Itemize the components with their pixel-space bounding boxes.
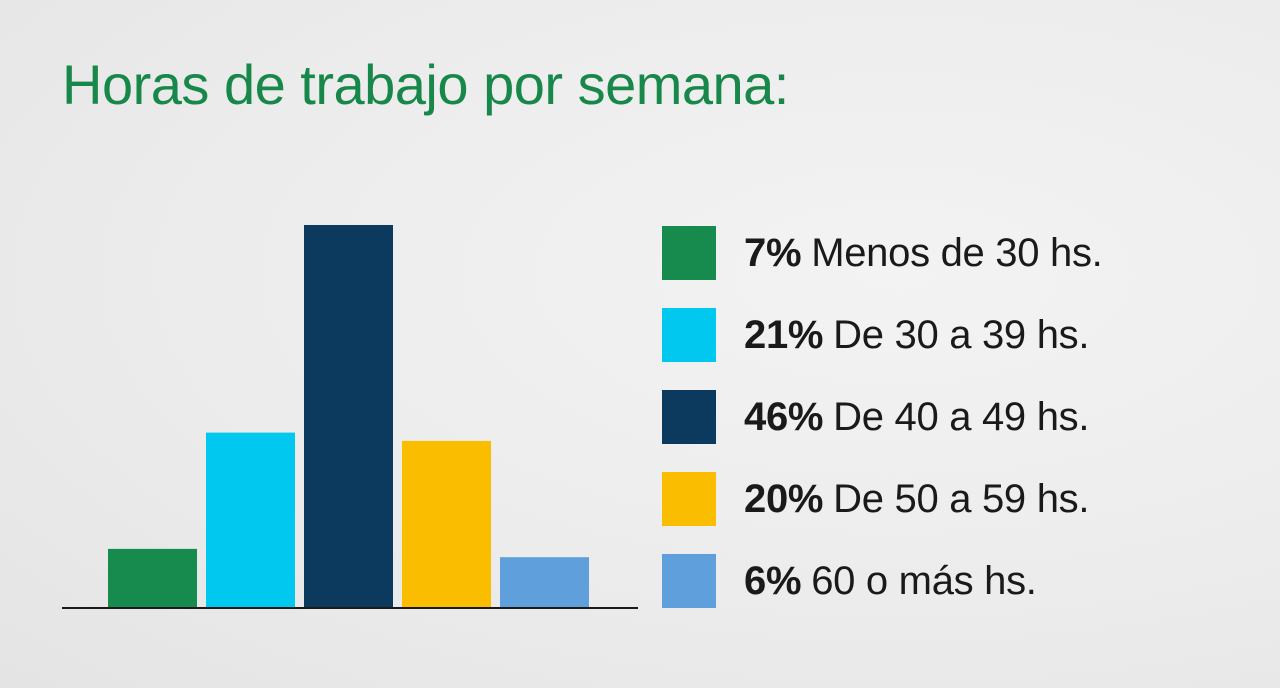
legend-category: De 30 a 39 hs. <box>833 312 1090 357</box>
legend-label: 20% De 50 a 59 hs. <box>744 477 1089 522</box>
legend-category: Menos de 30 hs. <box>811 230 1103 275</box>
legend-category: De 40 a 49 hs. <box>833 394 1090 439</box>
legend-item: 6% 60 o más hs. <box>662 554 1102 608</box>
legend-percentage: 6% <box>744 558 802 603</box>
legend-label: 46% De 40 a 49 hs. <box>744 395 1089 440</box>
legend-swatch <box>662 390 716 444</box>
legend-item: 21% De 30 a 39 hs. <box>662 308 1102 362</box>
bar-1 <box>108 548 197 607</box>
legend-swatch <box>662 226 716 280</box>
legend-label: 6% 60 o más hs. <box>744 559 1037 604</box>
legend-percentage: 7% <box>744 230 802 275</box>
legend-item: 7% Menos de 30 hs. <box>662 226 1103 280</box>
legend-swatch <box>662 308 716 362</box>
legend-label: 7% Menos de 30 hs. <box>744 230 1103 276</box>
legend-swatch <box>662 472 716 526</box>
chart-title: Horas de trabajo por semana: <box>62 53 789 116</box>
legend-percentage: 21% <box>744 312 824 357</box>
bar-2 <box>206 432 295 607</box>
legend-percentage: 46% <box>744 394 824 439</box>
legend: 7% Menos de 30 hs. 21% De 30 a 39 hs. 46% De … <box>662 226 1103 608</box>
legend-percentage: 20% <box>744 476 824 521</box>
bar-chart <box>62 225 638 609</box>
bar-3 <box>304 225 393 607</box>
legend-category: 60 o más hs. <box>811 558 1037 603</box>
bars-group <box>108 225 589 607</box>
bar-5 <box>500 557 589 607</box>
legend-swatch <box>662 554 716 608</box>
bar-4 <box>402 440 491 607</box>
legend-item: 46% De 40 a 49 hs. <box>662 390 1102 444</box>
legend-category: De 50 a 59 hs. <box>833 476 1090 521</box>
legend-label: 21% De 30 a 39 hs. <box>744 313 1089 358</box>
legend-item: 20% De 50 a 59 hs. <box>662 472 1102 526</box>
